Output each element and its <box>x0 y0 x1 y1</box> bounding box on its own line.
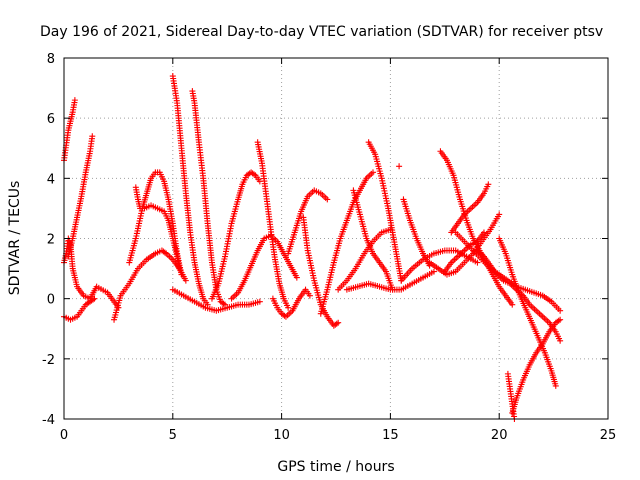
series-arc-27 <box>448 181 492 236</box>
series-arc-22 <box>396 163 403 170</box>
y-tick-label: 6 <box>47 112 55 127</box>
series-arc-10 <box>169 286 263 314</box>
y-tick-label: 4 <box>47 172 55 187</box>
series-arc-3 <box>61 295 98 323</box>
x-tick-label: 0 <box>60 428 68 443</box>
x-tick-label: 25 <box>600 428 617 443</box>
data-point <box>552 382 559 389</box>
series-arc-24 <box>398 247 481 284</box>
y-tick-label: 8 <box>47 52 55 67</box>
data-point <box>91 295 98 302</box>
data-point <box>496 211 503 218</box>
series-arc-30 <box>474 247 564 344</box>
series-arc-4 <box>65 133 96 260</box>
series-arc-23 <box>400 196 433 269</box>
data-point <box>178 271 185 278</box>
data-point <box>293 274 300 281</box>
series-arc-12 <box>254 139 292 311</box>
series-arc-16 <box>300 214 342 329</box>
x-tick-label: 10 <box>273 428 290 443</box>
y-tick-label: 0 <box>47 293 55 308</box>
series-arc-11 <box>208 169 263 302</box>
series-arc-13 <box>228 232 300 302</box>
data-point <box>256 298 263 305</box>
grid-lines <box>64 58 608 419</box>
series-arc-20 <box>365 139 405 284</box>
data-point <box>557 307 564 314</box>
series-arc-14 <box>269 286 313 320</box>
series-arc-9 <box>189 88 229 308</box>
x-tick-label: 15 <box>382 428 399 443</box>
y-axis-label: SDTVAR / TECUs <box>7 181 23 296</box>
data-point <box>480 229 487 236</box>
data-point <box>89 133 96 140</box>
data-point <box>306 292 313 299</box>
series-layer <box>61 73 564 422</box>
x-axis-label: GPS time / hours <box>277 459 394 475</box>
axis-ticks: 0 5 10 15 20 25 -4 -2 0 2 4 6 8 <box>42 52 616 443</box>
series-arc-28 <box>426 211 503 278</box>
data-point <box>182 277 189 284</box>
data-point <box>324 196 331 203</box>
data-point <box>396 163 403 170</box>
data-point <box>430 268 437 275</box>
series-arc-7 <box>126 169 185 278</box>
series-arc-25 <box>437 148 516 308</box>
data-point <box>369 169 376 176</box>
y-tick-label: -2 <box>42 353 55 368</box>
series-arc-17 <box>317 169 376 317</box>
data-point <box>557 337 564 344</box>
data-point <box>485 181 492 188</box>
y-tick-label: -4 <box>42 413 55 428</box>
series-arc-32 <box>504 370 518 422</box>
series-arc-15 <box>285 187 331 257</box>
series-arc-31 <box>496 235 559 389</box>
data-point <box>557 316 564 323</box>
series-arc-33 <box>509 316 564 416</box>
series-arc-21 <box>343 268 437 293</box>
data-point <box>474 259 481 266</box>
x-tick-label: 5 <box>169 428 177 443</box>
data-point <box>509 301 516 308</box>
data-point <box>285 304 292 311</box>
chart-title: Day 196 of 2021, Sidereal Day-to-day VTE… <box>40 24 603 40</box>
data-point <box>71 97 78 104</box>
series-arc-8 <box>169 73 211 308</box>
series-arc-1 <box>61 97 78 164</box>
series-arc-19 <box>335 226 394 293</box>
y-tick-label: 2 <box>47 233 55 248</box>
x-tick-label: 20 <box>491 428 508 443</box>
data-point <box>335 319 342 326</box>
